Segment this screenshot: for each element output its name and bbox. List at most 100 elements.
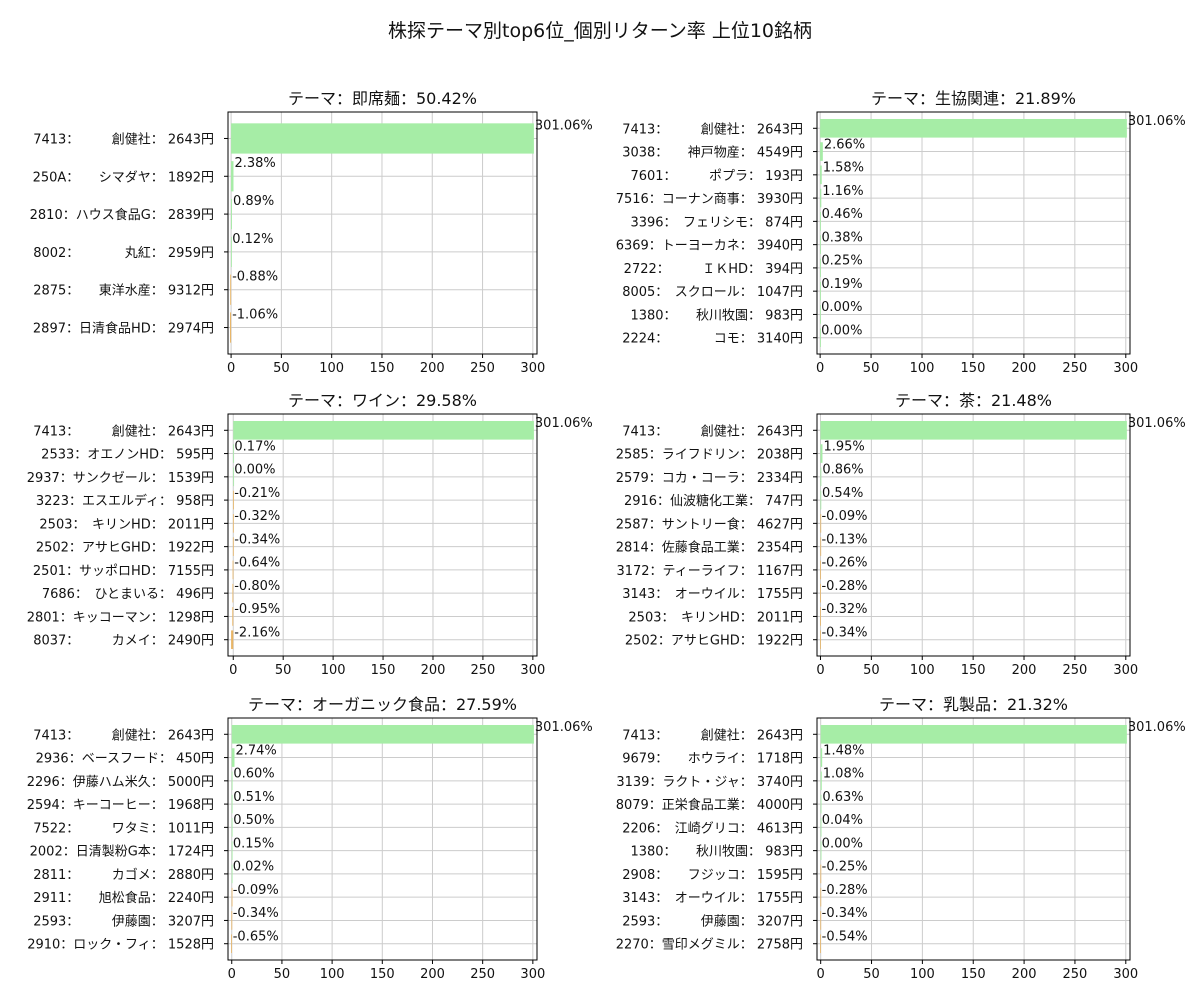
bar [820,537,822,556]
category-label: 8037： カメイ： 2490円 [33,634,214,649]
category-label: 6369：トーヨーカネ： 3940円 [616,239,803,254]
category-label: 2585：ライフドリン： 2038円 [616,448,803,463]
bar [820,583,821,603]
bar [231,887,233,907]
chart-panel-1: 0 50 100 150 200 250 300 7413： 創健社： 2643円 301.06… [30,89,593,376]
category-label: 7516：コーナン商事： 3930円 [616,192,803,207]
category-label: 7686： ひとまいる： 496円 [42,587,214,602]
x-tick-label: 150 [370,967,395,982]
plot-frame [816,717,1131,961]
data-label: 301.06% [1128,720,1186,735]
bar [231,748,235,767]
data-label: -0.32% [234,509,280,524]
category-label: 2502：アサヒGHD： 1922円 [625,634,803,649]
category-label: 2594：キーコーヒー： 1968円 [27,798,214,813]
bar [820,258,821,278]
chart-panel-2: 0 50 100 150 200 250 300 7413： 創健社： 2643円 301.06… [616,89,1186,376]
bar [820,165,822,185]
plot-frame [816,111,1131,355]
data-label: 0.54% [822,486,863,501]
bar [231,771,233,791]
data-label: 0.86% [822,463,863,478]
x-tick-label: 0 [816,361,824,376]
category-label: 2911： 旭松食品： 2240円 [33,890,214,906]
x-tick-label: 50 [863,663,880,678]
category-label: 7413： 創健社： 2643円 [33,423,214,439]
data-label: -0.34% [234,532,280,547]
category-label: 2206： 江崎グリコ： 4613円 [622,821,803,836]
category-label: 8002： 丸紅： 2959円 [33,246,214,261]
bar [820,771,822,791]
data-label: 0.60% [233,767,274,782]
data-label: 1.08% [823,767,864,782]
category-label: 7413： 創健社： 2643円 [622,121,803,137]
x-tick-label: 250 [1063,967,1088,982]
x-tick-label: 50 [863,361,880,376]
category-label: 2593： 伊藤園： 3207円 [33,914,214,929]
category-label: 2937：サンクゼール： 1539円 [27,471,214,486]
category-label: 7413： 創健社： 2643円 [622,423,803,439]
category-label: 2811： カゴメ： 2880円 [33,867,214,883]
category-label: 2587：サントリー食： 4627円 [616,516,803,532]
category-label: 3143： オーウイル： 1755円 [622,587,803,602]
category-label: 3172：ティーライフ： 1167円 [616,564,803,579]
category-label: 2501：サッポロHD： 7155円 [33,564,214,579]
data-label: 301.06% [535,118,593,133]
bar [820,490,822,510]
category-label: 2814：佐藤食品工業： 2354円 [616,540,803,556]
x-tick-label: 150 [371,663,396,678]
bar [820,911,822,930]
category-label: 2296：伊藤ハム米久： 5000円 [27,775,214,790]
data-label: 1.95% [823,439,864,454]
x-tick-label: 300 [520,663,545,678]
x-tick-label: 50 [863,967,880,982]
category-label: 9679： ホウライ： 1718円 [622,752,803,767]
category-label: 7601： ポプラ： 193円 [630,169,803,184]
x-tick-label: 50 [274,967,291,982]
x-tick-label: 0 [228,967,236,982]
category-label: 3139：ラクト・ジャ： 3740円 [616,775,803,790]
chart-title: テーマ：乳製品：21.32% [879,695,1068,714]
x-tick-label: 200 [420,361,445,376]
bar [232,583,234,603]
bar [820,887,822,907]
data-label: 0.89% [233,194,274,209]
data-label: -0.88% [232,270,278,285]
bar [820,467,822,487]
x-tick-label: 250 [1062,361,1087,376]
category-label: 2897：日清食品HD： 2974円 [33,321,214,337]
bar [820,560,822,580]
x-tick-label: 0 [227,361,235,376]
data-label: 0.46% [822,207,863,222]
data-label: -0.32% [821,602,867,617]
x-tick-label: 200 [420,967,445,982]
data-label: 0.00% [234,463,275,478]
data-label: 0.63% [822,790,863,805]
chart-title: テーマ：ワイン：29.58% [288,391,477,410]
x-tick-label: 100 [910,663,935,678]
data-label: -0.95% [234,602,280,617]
data-label: 301.06% [1128,114,1186,129]
x-tick-label: 100 [321,663,346,678]
bar [820,305,821,324]
bar [820,841,822,860]
bar [820,212,821,231]
x-tick-label: 150 [961,663,986,678]
category-label: 1380： 秋川牧園： 983円 [630,845,803,860]
bar [231,818,233,837]
category-label: 8005： スクロール： 1047円 [622,285,803,300]
bar [231,123,534,154]
bar [820,118,1127,138]
x-tick-label: 150 [961,361,986,376]
data-label: -0.13% [821,532,867,547]
category-label: 7413： 創健社： 2643円 [622,727,803,743]
x-tick-label: 0 [817,967,825,982]
bar [231,630,234,650]
x-tick-label: 300 [520,361,545,376]
bar [233,490,234,510]
data-label: 301.06% [1128,416,1186,431]
x-tick-label: 200 [1012,663,1037,678]
category-label: 2270：雪印メグミル： 2758円 [616,938,803,953]
category-label: 2916：仙波糖化工業： 747円 [624,493,803,509]
